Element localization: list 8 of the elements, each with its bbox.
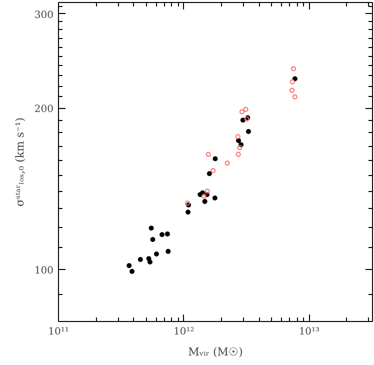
y-axis-title: σˢᵗᵃʳₗₒₛ,₀ (km s⁻¹) — [13, 117, 26, 207]
x-axis-title: Mᵥᵢᵣ (M☉) — [188, 346, 243, 358]
y-tick-label: 100 — [34, 266, 54, 277]
x-tick-label: 10¹³ — [298, 326, 320, 338]
y-tick-label: 200 — [34, 104, 54, 116]
y-tick-label: 300 — [34, 10, 54, 21]
x-tick-label: 10¹² — [173, 326, 194, 338]
x-tick-label: 10¹¹ — [48, 326, 69, 338]
